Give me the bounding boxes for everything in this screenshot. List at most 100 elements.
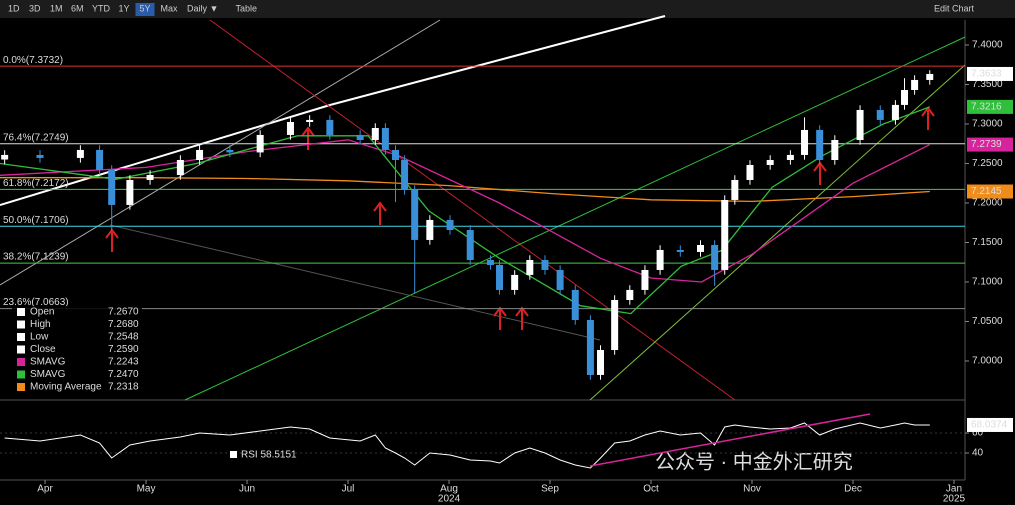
toolbar-button[interactable]: 6M <box>71 3 84 13</box>
candle-body <box>326 119 334 135</box>
toolbar-button[interactable]: Max <box>161 3 179 13</box>
y-tick-label: 7.3000 <box>972 119 1003 130</box>
legend-swatch <box>17 370 25 379</box>
candle-body <box>381 127 389 150</box>
candle-body <box>831 140 839 160</box>
x-tick-label: Oct <box>643 484 659 495</box>
candle-body <box>126 179 134 205</box>
candle-body <box>786 154 794 160</box>
candle-body <box>176 159 184 176</box>
candle-body <box>891 104 899 120</box>
legend-swatch <box>17 345 25 354</box>
candle-body <box>816 129 824 160</box>
candle-body <box>626 289 634 300</box>
fib-label: 38.2%(7.1239) <box>3 252 69 263</box>
candle-body <box>306 119 314 122</box>
price-tag-label: 7.2145 <box>971 186 1002 197</box>
x-tick-label: Jul <box>342 484 355 495</box>
trend-line <box>589 64 966 401</box>
legend-name: Open <box>30 307 54 318</box>
legend-value: 7.2548 <box>108 332 139 343</box>
legend-value: 7.2470 <box>108 369 139 380</box>
trend-line <box>184 36 966 401</box>
y-tick-label: 7.3500 <box>972 79 1003 90</box>
x-tick-label: Aug <box>440 484 458 495</box>
candle-body <box>496 264 504 290</box>
candle-body <box>36 154 44 158</box>
candle-body <box>597 349 605 375</box>
toolbar-button[interactable]: YTD <box>92 3 111 13</box>
moving-average <box>0 139 931 283</box>
legend-value: 7.2680 <box>108 319 139 330</box>
price-tag-label: 7.3216 <box>971 102 1002 113</box>
candle-body <box>766 159 774 165</box>
fib-label: 23.6%(7.0663) <box>3 297 69 308</box>
candle-body <box>556 269 564 290</box>
trend-line <box>209 19 736 401</box>
candle-body <box>571 289 579 320</box>
toolbar-button[interactable]: 1M <box>50 3 63 13</box>
candle-body <box>446 219 454 230</box>
candle-body <box>466 229 474 261</box>
candle-body <box>371 127 379 141</box>
price-tag <box>967 66 1013 81</box>
year-label: 2025 <box>943 494 966 505</box>
price-tag-label: 7.3633 <box>971 69 1002 80</box>
candle-body <box>911 79 919 90</box>
legend-swatch <box>17 383 25 391</box>
candle-body <box>426 219 434 240</box>
candle-body <box>526 260 534 275</box>
candle-body <box>511 274 519 290</box>
legend-swatch <box>17 333 25 341</box>
candle-body <box>286 121 294 135</box>
candle-body <box>391 149 399 160</box>
trend-line <box>0 19 441 286</box>
price-tag <box>967 184 1013 199</box>
fib-label: 50.0%(7.1706) <box>3 215 69 226</box>
y-tick-label: 7.2500 <box>972 158 1003 169</box>
legend-name: Moving Average <box>30 382 102 393</box>
toolbar-button[interactable]: Table <box>236 3 258 13</box>
legend-value: 7.2243 <box>108 357 139 368</box>
candle-body <box>96 149 104 170</box>
candle-body <box>356 134 364 141</box>
y-tick-label: 7.0500 <box>972 316 1003 327</box>
toolbar-button[interactable]: 5Y <box>140 3 151 13</box>
candle-body <box>696 244 704 252</box>
candle-body <box>611 299 619 350</box>
y-tick-label: 7.1500 <box>972 237 1003 248</box>
price-tag-label: 7.2739 <box>971 139 1002 150</box>
legend-value: 7.2318 <box>108 382 139 393</box>
rsi-label-swatch <box>230 451 237 458</box>
trend-line <box>0 104 331 206</box>
legend-name: SMAVG <box>30 357 66 368</box>
legend-swatch <box>17 308 25 316</box>
watermark: 公众号 · 中金外汇研究 <box>655 450 853 473</box>
x-tick-label: Dec <box>844 484 862 495</box>
legend-name: Low <box>30 332 49 343</box>
candle-body <box>76 149 84 158</box>
candle-body <box>711 244 719 270</box>
fib-label: 0.0%(7.3732) <box>3 55 63 66</box>
toolbar-button[interactable]: Daily ▼ <box>187 3 218 13</box>
rsi-line <box>4 422 930 469</box>
candle-body <box>801 129 809 155</box>
fib-label: 76.4%(7.2749) <box>3 132 69 143</box>
rsi-tag <box>967 417 1013 432</box>
candle-body <box>401 159 409 190</box>
x-tick-label: Nov <box>743 484 761 495</box>
y-tick-label: 7.4000 <box>972 40 1003 51</box>
y-tick-label: 7.0000 <box>972 356 1003 367</box>
annotations <box>105 106 935 330</box>
price-tag <box>967 99 1013 114</box>
toolbar-button[interactable]: 3D <box>29 3 41 13</box>
toolbar-button[interactable]: 1Y <box>119 3 130 13</box>
edit-chart[interactable]: Edit Chart <box>934 3 975 13</box>
candle-body <box>901 89 909 105</box>
active-button <box>135 3 155 16</box>
toolbar-button[interactable]: 1D <box>8 3 20 13</box>
candle-body <box>196 149 204 160</box>
rsi-tag-label: 68.0374 <box>971 420 1008 431</box>
